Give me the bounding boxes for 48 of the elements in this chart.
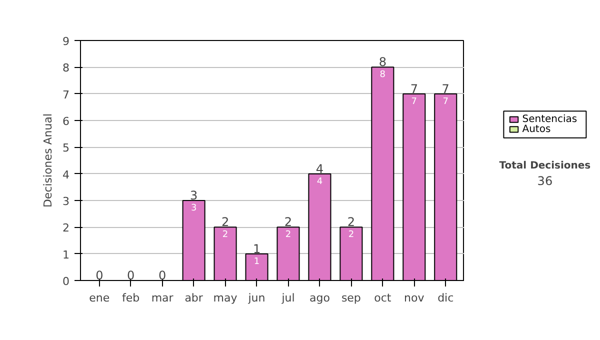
y-tick-label: 6	[62, 115, 70, 128]
x-tick-label: mar	[151, 292, 174, 304]
total-label: 7	[442, 82, 450, 96]
data-label: 2	[222, 230, 228, 240]
text: 36	[537, 174, 553, 188]
total-label: 2	[221, 215, 230, 230]
y-tick-label: 2	[62, 222, 70, 235]
data-label: 3	[190, 204, 197, 214]
legend-label: Sentencias	[522, 114, 578, 126]
y-tick-label: 5	[62, 142, 70, 155]
data-label: 2	[285, 230, 292, 240]
x-tick-label: jun	[247, 292, 266, 304]
y-tick-label: 8	[62, 62, 70, 75]
y-tick-label: 4	[62, 168, 70, 182]
y-tick-label: 9	[62, 35, 70, 48]
x-tick-label: dic	[438, 292, 454, 304]
x-tick-label: sep	[341, 292, 361, 304]
total-label: 0	[96, 268, 104, 282]
y-tick-label: 1	[62, 248, 70, 262]
x-tick-label: nov	[404, 292, 425, 304]
data-label: 7	[411, 96, 418, 107]
x-tick-label: ago	[309, 292, 330, 304]
total-label: 7	[410, 82, 418, 96]
legend-label: Autos	[522, 124, 551, 135]
x-tick-label: may	[213, 292, 238, 304]
total-label: 8	[378, 55, 386, 70]
data-label: 7	[442, 96, 448, 107]
total-label: 2	[284, 215, 292, 230]
x-tick-label: feb	[122, 292, 140, 304]
text: Total Decisiones	[499, 160, 591, 172]
y-tick-label: 0	[62, 275, 70, 288]
data-label: 2	[348, 230, 354, 240]
total-label: 2	[347, 215, 356, 230]
data-label: 4	[316, 176, 323, 187]
x-tick-label: ene	[89, 292, 110, 304]
y-tick-label: 7	[62, 88, 70, 102]
data-label: 8	[380, 70, 386, 80]
y-tick-label: 3	[62, 195, 70, 208]
data-label: 1	[254, 256, 260, 267]
total-label: 0	[158, 268, 166, 282]
x-tick-label: oct	[374, 292, 392, 304]
x-tick-label: abr	[184, 292, 204, 304]
total-label: 1	[252, 242, 261, 256]
total-label: 0	[127, 268, 135, 282]
y-axis-title: Decisiones Anual	[42, 113, 54, 208]
x-tick-label: jul	[280, 292, 295, 304]
total-label: 4	[316, 162, 324, 176]
total-label: 3	[190, 188, 198, 202]
